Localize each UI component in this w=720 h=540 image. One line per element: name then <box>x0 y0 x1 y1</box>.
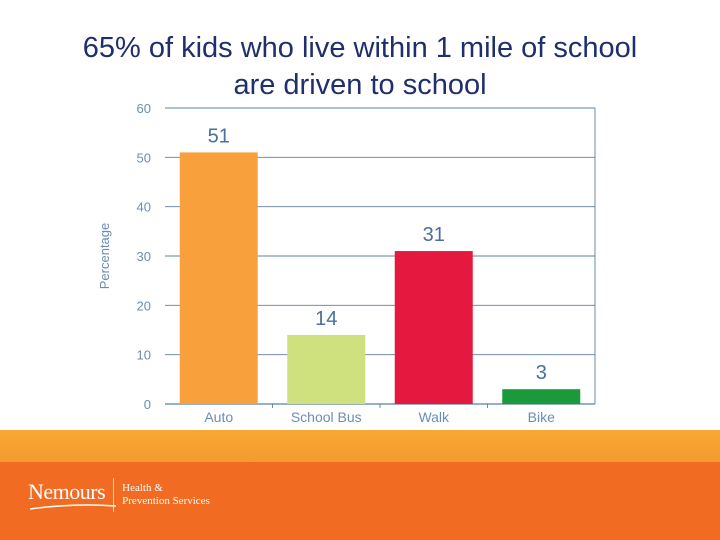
data-label: 31 <box>423 224 445 246</box>
bar-auto <box>179 152 258 404</box>
y-tick-label: 50 <box>137 150 151 165</box>
x-tick-label: Walk <box>418 409 450 425</box>
logo-sub-line2: Prevention Services <box>122 495 210 507</box>
bar-bike <box>502 389 581 404</box>
y-axis-label: Percentage <box>97 223 112 290</box>
logo-wordmark: Nemours <box>28 479 117 511</box>
x-tick-label: Bike <box>528 409 555 425</box>
y-tick-label: 10 <box>137 348 151 363</box>
bar-walk <box>394 251 473 404</box>
x-tick-label: Auto <box>204 409 233 425</box>
bar-chart: 0 10 20 30 40 50 60 Percentage 51 Auto 14 School Bu… <box>97 101 596 425</box>
nemours-logo: Nemours Health & Prevention Services <box>28 478 210 512</box>
bar-school-bus <box>287 334 366 404</box>
logo-divider <box>113 478 115 512</box>
y-tick-label: 20 <box>137 298 151 313</box>
logo-swoosh-icon <box>29 504 117 510</box>
logo-text: Nemours <box>28 479 106 504</box>
y-tick-label: 0 <box>144 397 151 412</box>
data-label: 14 <box>315 308 337 330</box>
data-label: 3 <box>536 362 547 384</box>
y-tick-label: 60 <box>137 101 151 116</box>
logo-sub-line1: Health & <box>122 482 163 494</box>
footer-band <box>0 462 720 540</box>
x-tick-label: School Bus <box>291 409 362 425</box>
footer-band-top <box>0 430 720 462</box>
slide-title: 65% of kids who live within 1 mile of sc… <box>82 32 638 101</box>
y-tick-label: 40 <box>137 200 151 215</box>
y-tick-label: 30 <box>137 249 151 264</box>
data-label: 51 <box>208 125 230 147</box>
logo-subtitle: Health & Prevention Services <box>122 482 210 508</box>
